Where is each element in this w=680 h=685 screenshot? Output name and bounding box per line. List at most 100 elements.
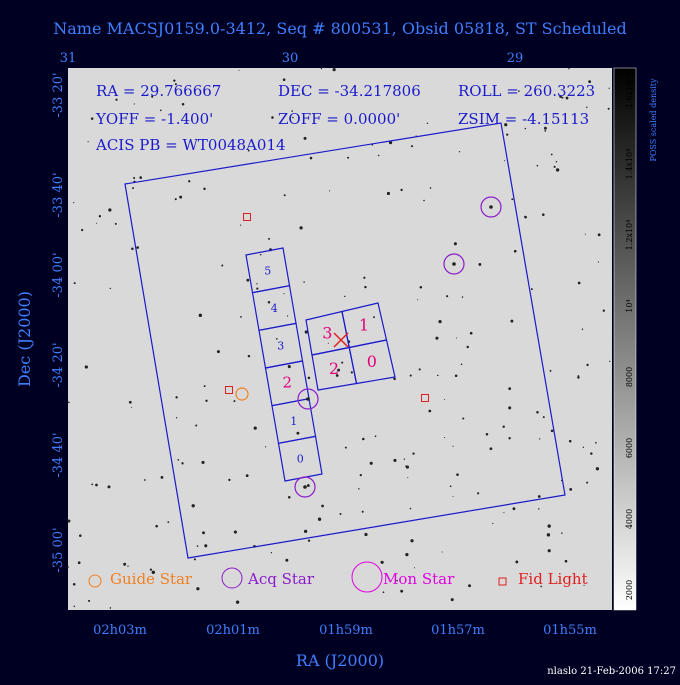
field-star [191, 504, 195, 508]
field-star [524, 127, 527, 130]
field-star [175, 396, 178, 399]
field-star [143, 479, 146, 481]
field-star [454, 374, 458, 378]
left-tick-label: -33 40' [51, 172, 66, 217]
field-star [549, 369, 552, 372]
field-star [504, 160, 506, 162]
field-star [291, 110, 294, 112]
acq-star [443, 253, 465, 275]
field-star [275, 338, 278, 340]
legend-label: Guide Star [110, 570, 193, 588]
field-star [344, 446, 347, 449]
field-star [462, 417, 465, 420]
field-star [81, 228, 84, 232]
field-star [364, 532, 368, 537]
field-star [536, 164, 539, 167]
bottom-tick-label: 02h01m [206, 623, 260, 638]
field-star [586, 363, 589, 367]
top-tick-label: 30 [282, 51, 299, 66]
field-star [546, 533, 551, 537]
field-star [588, 80, 592, 84]
field-star [359, 473, 362, 477]
acq-star [297, 388, 319, 410]
labels: RA = 29.766667 DEC = -34.217806 ROLL = 260… [51, 51, 634, 638]
field-star [555, 160, 558, 163]
bottom-tick-label: 01h55m [543, 623, 597, 638]
field-star [286, 315, 289, 317]
field-star [114, 222, 117, 225]
field-star [309, 156, 313, 160]
field-star [109, 287, 111, 290]
field-star [426, 122, 429, 125]
field-star [565, 96, 569, 100]
field-star [443, 436, 446, 439]
field-star [550, 153, 553, 156]
field-star [198, 313, 203, 318]
title: Name MACSJ0159.0-3412, Seq # 800531, Obs… [53, 19, 626, 38]
field-star [410, 145, 414, 148]
field-star [584, 233, 586, 235]
field-star [518, 90, 520, 92]
field-star [544, 129, 547, 132]
left-tick-label: -34 40' [51, 432, 66, 477]
field-star [283, 293, 285, 295]
aimpoint [333, 332, 349, 348]
star-core [452, 262, 456, 266]
field-star [564, 559, 568, 563]
field-star [543, 126, 547, 130]
field-star [285, 558, 289, 562]
field-star [396, 579, 398, 582]
star-core [306, 397, 310, 401]
field-star [595, 441, 597, 444]
field-star [95, 483, 98, 487]
guide-star [235, 387, 249, 401]
field-star [382, 591, 385, 594]
field-star [405, 552, 409, 557]
star-core [303, 485, 307, 489]
field-star [374, 435, 377, 438]
field-star [461, 296, 464, 298]
chip-label: 3 [277, 340, 284, 353]
field-star [362, 437, 365, 441]
chip-label: 1 [290, 415, 297, 428]
chip-label: 4 [271, 302, 278, 315]
field-star [339, 513, 342, 516]
field-star [508, 387, 512, 391]
field-star [307, 376, 311, 380]
parameter: DEC = -34.217806 [278, 82, 421, 100]
field-star [364, 285, 367, 289]
field-star [485, 433, 489, 436]
field-star [428, 409, 432, 413]
field-star [202, 531, 205, 535]
field-star [453, 242, 457, 246]
field-star [540, 585, 542, 588]
field-star [403, 458, 406, 460]
field-star [513, 249, 517, 253]
field-star [299, 226, 303, 230]
field-star [108, 208, 112, 212]
field-star [489, 447, 493, 451]
field-star [253, 426, 257, 430]
field-star [547, 549, 551, 553]
field-star [358, 488, 360, 490]
field-star [524, 215, 527, 219]
top-tick-label: 29 [507, 51, 524, 66]
field-star [68, 401, 70, 404]
field-star [602, 309, 605, 312]
field-star [506, 133, 509, 136]
field-star [452, 445, 454, 447]
field-star [450, 598, 454, 602]
colorbar-tick-label: 8000 [625, 367, 634, 387]
field-star [321, 504, 324, 508]
field-star [568, 68, 570, 70]
parameter: ZOFF = 0.0000' [278, 110, 400, 128]
field-star [179, 195, 183, 199]
field-star [317, 517, 322, 521]
field-star [455, 337, 457, 339]
field-star [247, 354, 251, 358]
field-star [423, 199, 425, 202]
chip-label: 1 [359, 316, 369, 335]
field-star [91, 483, 94, 486]
field-star [73, 605, 76, 608]
